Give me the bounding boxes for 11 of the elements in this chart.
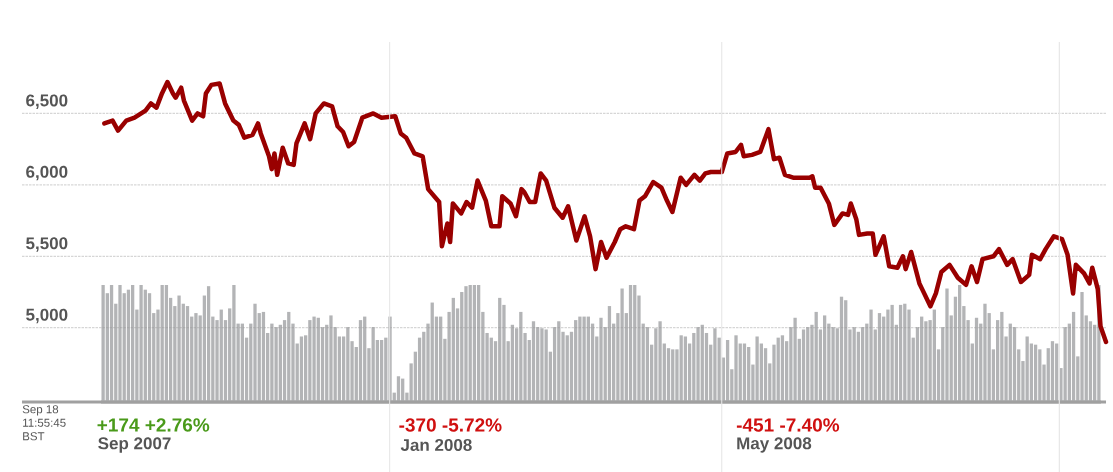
text: Sep 18 11:55:45 BST	[22, 405, 66, 441]
text: -370 -5.72%	[399, 418, 502, 432]
x-tick-label: Sep 2007	[98, 437, 171, 453]
x-tick-label: Jan 2008	[400, 438, 472, 452]
x-tick-label: May 2008	[737, 437, 812, 453]
text: +174 +2.76%	[97, 418, 210, 432]
y-tick-label: 5,000	[26, 308, 68, 324]
y-tick-label: 6,000	[26, 165, 68, 181]
text: -451 -7.40%	[736, 418, 840, 432]
y-tick-label: 5,500	[26, 237, 68, 252]
y-tick-label: 6,500	[26, 94, 68, 109]
